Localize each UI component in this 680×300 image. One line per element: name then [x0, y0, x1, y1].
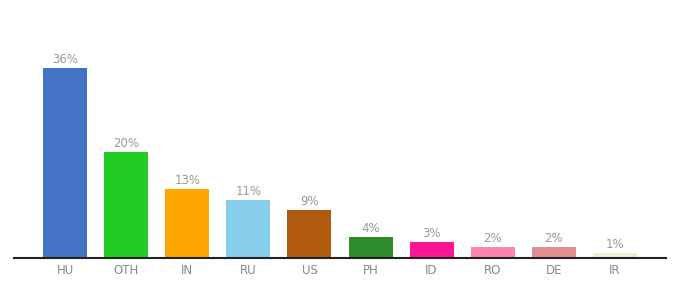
Bar: [226, 200, 271, 258]
Bar: [288, 210, 331, 258]
Bar: [104, 152, 148, 258]
Text: 13%: 13%: [174, 174, 201, 187]
Text: 36%: 36%: [52, 52, 78, 66]
Bar: [44, 68, 87, 258]
Text: 9%: 9%: [300, 195, 319, 208]
Bar: [165, 189, 209, 258]
Bar: [349, 237, 392, 258]
Bar: [471, 248, 515, 258]
Text: 2%: 2%: [545, 232, 563, 245]
Text: 2%: 2%: [483, 232, 502, 245]
Text: 4%: 4%: [361, 222, 380, 235]
Text: 20%: 20%: [114, 137, 139, 150]
Bar: [409, 242, 454, 258]
Text: 1%: 1%: [605, 238, 624, 250]
Text: 3%: 3%: [422, 227, 441, 240]
Text: 11%: 11%: [235, 185, 262, 198]
Bar: [593, 253, 636, 258]
Bar: [532, 248, 576, 258]
